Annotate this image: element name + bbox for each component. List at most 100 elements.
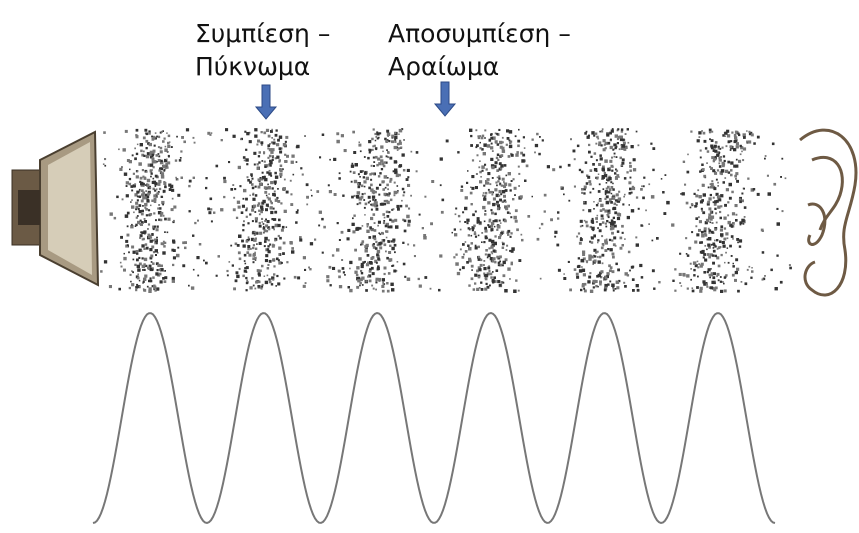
particle	[350, 180, 353, 183]
particle	[356, 277, 360, 281]
particle	[741, 192, 744, 195]
particle	[119, 167, 123, 171]
particle	[722, 244, 726, 248]
particle	[509, 189, 512, 192]
particle	[498, 177, 501, 180]
particle	[401, 199, 403, 202]
particle	[616, 174, 620, 177]
particle	[474, 273, 478, 277]
particle	[597, 137, 600, 140]
particle	[139, 222, 143, 226]
particle	[495, 193, 499, 198]
particle	[240, 211, 244, 214]
particle	[373, 222, 376, 224]
particle	[750, 133, 754, 137]
particle	[143, 268, 146, 271]
particle	[637, 207, 640, 210]
particle	[153, 238, 157, 241]
particle	[245, 281, 249, 285]
particle	[554, 235, 557, 238]
particle	[164, 167, 167, 170]
particle	[616, 216, 621, 221]
particle	[721, 241, 725, 245]
particle	[137, 268, 141, 272]
particle	[379, 233, 382, 236]
particle	[377, 224, 379, 227]
particle	[739, 153, 742, 156]
particle	[261, 221, 264, 223]
particle	[349, 170, 352, 173]
particle	[605, 190, 608, 193]
particle	[502, 260, 506, 265]
particle	[326, 279, 330, 283]
particle	[382, 188, 385, 191]
particle	[470, 186, 472, 188]
particle	[746, 140, 749, 143]
particle	[739, 223, 742, 226]
particle	[606, 275, 609, 279]
particle	[613, 236, 617, 240]
particle	[485, 180, 487, 182]
particle	[593, 208, 595, 210]
particle	[501, 136, 504, 139]
particle	[599, 283, 602, 286]
particle	[466, 181, 469, 184]
particle	[277, 223, 281, 228]
particle	[473, 224, 476, 228]
particle	[714, 280, 716, 283]
particle	[210, 220, 213, 223]
particle	[569, 288, 572, 292]
particle	[253, 231, 256, 233]
particle	[290, 241, 293, 245]
particle	[327, 184, 330, 187]
particle	[349, 260, 353, 265]
particle	[383, 161, 386, 164]
particle	[719, 216, 722, 220]
particle	[157, 135, 160, 138]
particle	[263, 245, 266, 248]
particle	[131, 154, 134, 157]
particle	[485, 282, 488, 285]
particle	[734, 130, 738, 134]
particle	[134, 225, 137, 227]
particle	[732, 222, 735, 225]
particle	[585, 130, 588, 133]
particle	[517, 165, 520, 168]
particle	[706, 162, 708, 164]
particle	[508, 130, 513, 134]
particle	[150, 175, 152, 178]
particle	[591, 255, 594, 259]
particle	[737, 241, 739, 244]
particle	[610, 186, 614, 189]
particle	[172, 220, 175, 224]
particle	[153, 288, 156, 291]
particle	[618, 135, 621, 138]
particle	[701, 209, 704, 212]
particle	[351, 222, 355, 226]
particle	[148, 132, 151, 135]
particle	[479, 160, 481, 162]
particle	[367, 201, 370, 204]
particle	[342, 271, 345, 274]
particle	[730, 235, 734, 238]
particle	[138, 210, 142, 214]
particle	[453, 228, 456, 231]
particle	[496, 169, 500, 172]
particle	[159, 218, 163, 222]
particle	[386, 132, 391, 136]
particle	[490, 136, 494, 140]
particle	[364, 214, 366, 216]
particle	[445, 139, 449, 143]
particle	[267, 186, 271, 190]
particle	[457, 151, 460, 154]
particle	[145, 208, 148, 211]
particle	[490, 221, 495, 226]
particle	[723, 276, 727, 279]
particle	[713, 144, 717, 148]
particle	[280, 228, 284, 232]
particle	[144, 274, 148, 278]
particle	[131, 283, 135, 287]
particle	[265, 230, 269, 233]
particle	[256, 163, 259, 166]
